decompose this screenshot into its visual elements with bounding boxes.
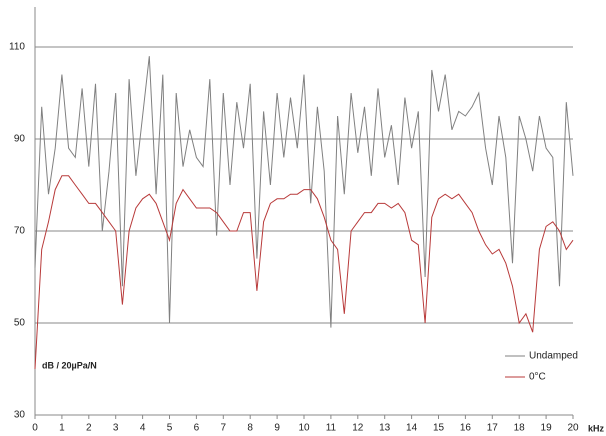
x-tick-label: 18 (514, 423, 526, 434)
x-tick-label: 15 (433, 423, 445, 434)
y-tick-label: 50 (14, 318, 26, 329)
x-tick-label: 0 (32, 423, 38, 434)
x-tick-label: 5 (167, 423, 173, 434)
x-tick-label: 10 (298, 423, 310, 434)
y-axis-unit: dB / 20µPa/N (42, 360, 97, 370)
series-line (34, 56, 574, 328)
x-tick-label: 8 (247, 423, 253, 434)
x-tick-label: 3 (113, 423, 119, 434)
x-tick-label: 14 (406, 423, 418, 434)
legend-label: Undamped (529, 351, 578, 362)
x-tick-label: 7 (221, 423, 227, 434)
x-tick-label: 19 (541, 423, 553, 434)
x-tick-label: 13 (379, 423, 391, 434)
series-line (34, 175, 574, 370)
y-tick-label: 70 (14, 226, 26, 237)
x-tick-label: 6 (194, 423, 200, 434)
x-tick-label: 12 (352, 423, 364, 434)
x-tick-label: 4 (140, 423, 146, 434)
x-tick-label: 16 (460, 423, 472, 434)
legend-label: 0°C (529, 372, 546, 383)
x-tick-label: 11 (326, 423, 337, 434)
x-tick-label: 17 (487, 423, 499, 434)
x-tick-label: 1 (59, 423, 65, 434)
y-tick-label: 110 (9, 42, 25, 53)
x-tick-label: 2 (86, 423, 92, 434)
x-tick-label: 9 (274, 423, 280, 434)
x-axis-unit: kHz (588, 423, 605, 433)
y-tick-label: 90 (14, 134, 26, 145)
x-tick-label: 20 (567, 423, 579, 434)
y-tick-label: 30 (14, 410, 26, 421)
